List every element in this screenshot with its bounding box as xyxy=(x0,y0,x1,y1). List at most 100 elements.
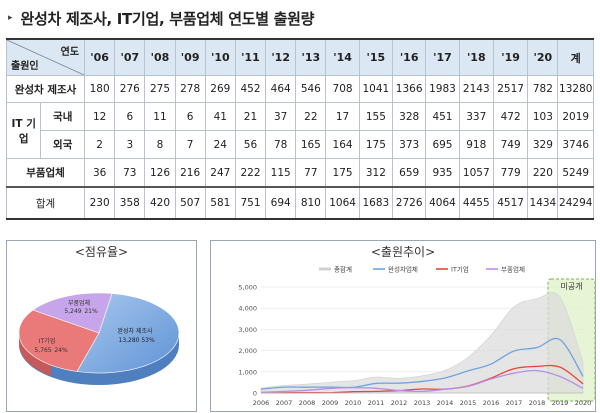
corner-diagonal xyxy=(7,40,85,75)
table-row-it-domestic: IT 기업 국내 12 6 11 6 41 21 37 22 17 155 32… xyxy=(5,102,594,159)
table-cell-total: 5249 xyxy=(557,158,594,188)
pie-depth xyxy=(19,333,179,385)
table-cell: 175 xyxy=(325,158,360,188)
page-title: 완성차 제조사, IT기업, 부품업체 연도별 출원량 xyxy=(20,9,315,28)
legend-label: IT기업 xyxy=(451,265,469,274)
table-cell: 1366 xyxy=(392,75,427,103)
pie-slice-it xyxy=(18,309,100,372)
year-header: '09 xyxy=(174,38,206,76)
table-cell: 708 xyxy=(325,75,360,103)
table-cell: 180 xyxy=(84,75,116,103)
y-tick-label: 3,000 xyxy=(238,326,257,334)
table-cell: 12 xyxy=(84,102,116,131)
corner-label-year: 연도 xyxy=(60,47,80,58)
table-cell: 1057 xyxy=(458,158,494,188)
table-cell: 1434 xyxy=(527,186,559,220)
table-cell-total: 2019 xyxy=(557,102,594,131)
pie-label-it-name: IT기업 xyxy=(39,337,55,345)
series-parts xyxy=(260,369,584,393)
table-cell: 329 xyxy=(527,130,559,159)
table-cell: 328 xyxy=(392,102,427,131)
year-header: '10 xyxy=(204,38,236,76)
pie-label-parts-pct: 21% xyxy=(84,308,98,315)
table-cell: 24 xyxy=(204,130,236,159)
table-cell: 782 xyxy=(527,75,559,103)
row-label: 부품업체 xyxy=(5,158,86,188)
unpublished-label: 미공개 xyxy=(560,281,582,291)
table-cell: 78 xyxy=(265,130,297,159)
table-cell: 464 xyxy=(265,75,297,103)
year-header: '07 xyxy=(114,38,146,76)
year-header: '11 xyxy=(234,38,267,76)
x-tick-label: 2012 xyxy=(391,399,408,407)
row-label: 합계 xyxy=(5,186,86,220)
pie-label-it-pct: 24% xyxy=(54,347,68,354)
table-cell: 3 xyxy=(114,130,146,159)
table-cell: 507 xyxy=(174,186,206,220)
table-cell: 2 xyxy=(84,130,116,159)
pie-label-automaker-pct: 53% xyxy=(141,337,155,344)
table-cell: 4455 xyxy=(458,186,494,220)
x-tick-label: 2007 xyxy=(276,399,293,407)
table-cell: 6 xyxy=(114,102,146,131)
table-cell: 164 xyxy=(325,130,360,159)
year-header: '19 xyxy=(492,38,529,76)
x-tick-label: 2016 xyxy=(483,399,500,407)
table-cell: 8 xyxy=(144,130,176,159)
x-tick-label: 2020 xyxy=(575,399,592,407)
year-header: '18 xyxy=(458,38,494,76)
table-cell: 1983 xyxy=(425,75,460,103)
year-header: '20 xyxy=(527,38,559,76)
table-cell: 56 xyxy=(234,130,267,159)
pie-depth-shade xyxy=(19,333,51,376)
table-cell: 275 xyxy=(144,75,176,103)
bullet-icon: ▸ xyxy=(8,13,13,23)
share-panel-title: <점유율> xyxy=(74,245,129,259)
table-cell: 37 xyxy=(265,102,297,131)
pie-slice-parts xyxy=(32,292,113,334)
table-cell: 155 xyxy=(358,102,394,131)
table-cell: 22 xyxy=(295,102,327,131)
pie-label-automaker-value: 13,280 xyxy=(119,337,140,344)
y-tick-label: 2,000 xyxy=(238,347,257,355)
x-tick-label: 2019 xyxy=(552,399,569,407)
table-cell: 695 xyxy=(425,130,460,159)
total-header: 계 xyxy=(557,38,594,76)
table-cell: 2726 xyxy=(392,186,427,220)
year-header: '15 xyxy=(358,38,394,76)
x-tick-label: 2010 xyxy=(345,399,362,407)
y-tick-label: 5,000 xyxy=(238,284,257,292)
application-table: 연도 출원인 '06 '07 '08 '09 '10 '11 '12 '13 '… xyxy=(5,38,594,220)
table-cell: 230 xyxy=(84,186,116,220)
table-header-row: 연도 출원인 '06 '07 '08 '09 '10 '11 '12 '13 '… xyxy=(5,38,594,76)
table-cell-total: 13280 xyxy=(557,75,594,103)
table-cell: 4064 xyxy=(425,186,460,220)
table-cell: 659 xyxy=(392,158,427,188)
table-cell: 115 xyxy=(265,158,297,188)
table-cell: 918 xyxy=(458,130,494,159)
table-cell: 103 xyxy=(527,102,559,131)
row-label: 외국 xyxy=(40,130,86,159)
year-header: '14 xyxy=(325,38,360,76)
table-cell: 278 xyxy=(174,75,206,103)
year-header: '12 xyxy=(265,38,297,76)
x-tick-label: 2006 xyxy=(253,399,270,407)
year-header: '13 xyxy=(295,38,327,76)
table-cell: 373 xyxy=(392,130,427,159)
x-tick-label: 2011 xyxy=(368,399,385,407)
row-group-label: IT 기업 xyxy=(5,102,42,159)
share-pie-chart: 부품업체 5,249 21% IT기업 5,765 24% 완성차 제조사 13… xyxy=(18,292,180,385)
x-tick-label: 2015 xyxy=(460,399,477,407)
x-tick-label: 2013 xyxy=(414,399,431,407)
table-cell: 779 xyxy=(492,158,529,188)
table-cell: 2143 xyxy=(458,75,494,103)
x-tick-label: 2009 xyxy=(322,399,339,407)
year-header: '17 xyxy=(425,38,460,76)
year-header: '06 xyxy=(84,38,116,76)
legend-label: 총합계 xyxy=(334,265,352,274)
trend-line-chart: 총합계 완성차업체 IT기업 부품업체 0 1,000 2,000 3,000 4,000 5,… xyxy=(238,265,595,407)
row-label: 국내 xyxy=(40,102,86,131)
table-cell: 247 xyxy=(204,158,236,188)
table-cell-total: 24294 xyxy=(557,186,594,220)
y-tick-label: 0 xyxy=(253,390,257,398)
